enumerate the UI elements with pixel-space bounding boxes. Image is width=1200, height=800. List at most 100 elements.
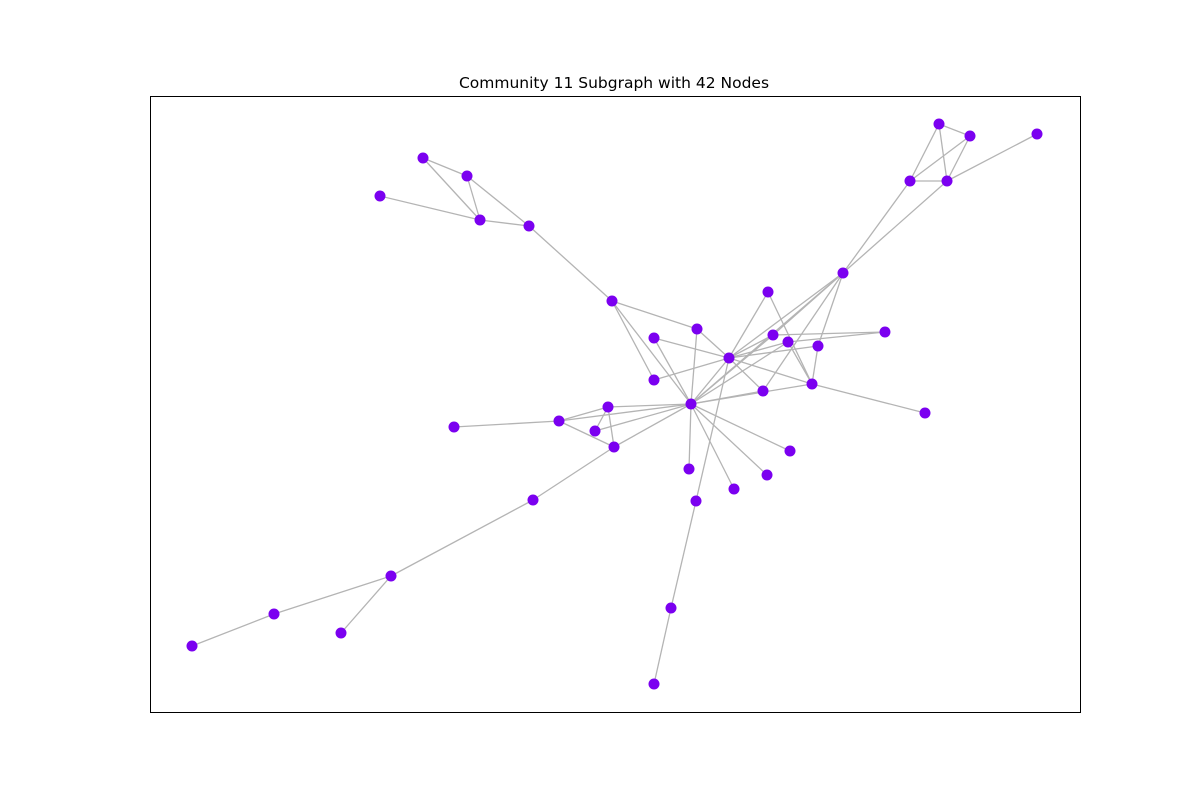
graph-edge [909,135,971,182]
graph-node [268,608,280,620]
graph-edge [946,133,1038,182]
graph-node [474,214,486,226]
graph-edge [728,334,774,359]
graph-edge [762,272,844,392]
graph-edge [528,225,613,302]
graph-edge [466,175,481,221]
graph-node [685,398,697,410]
graph-edge [811,345,819,385]
graph-node [527,494,539,506]
graph-edge [938,123,971,137]
graph-node [606,295,618,307]
graph-edge [532,446,615,501]
graph-edge [938,123,948,182]
graph-node [648,374,660,386]
graph-edge [422,157,481,221]
graph-node [919,407,931,419]
graph-node [553,415,565,427]
graph-edge [379,195,481,221]
graph-edge [728,357,813,385]
graph-node [941,175,953,187]
graph-edge [946,135,971,182]
graph-node [385,570,397,582]
plot-frame [150,96,1081,713]
graph-edge [273,575,392,615]
graph-edge [811,383,926,414]
graph-node [933,118,945,130]
graph-edge [670,500,697,609]
graph-node [806,378,818,390]
graph-node [879,326,891,338]
graph-edge [466,175,530,227]
graph-edge [690,328,698,405]
graph-edge [690,403,791,452]
graph-edge [653,357,730,381]
graph-node [665,602,677,614]
graph-title: Community 11 Subgraph with 42 Nodes [459,74,769,92]
graph-edge [607,406,615,448]
graph-node [335,627,347,639]
node-layer [186,118,1043,690]
graph-edge [690,383,813,405]
graph-node [964,130,976,142]
graph-node [782,336,794,348]
graph-edge [422,157,468,177]
graph-node [683,463,695,475]
graph-edge [653,337,692,405]
graph-edge [611,300,692,405]
graph-edge [728,345,819,359]
graph-edge [607,403,692,408]
graph-node [186,640,198,652]
graph-node [602,401,614,413]
graph-edge [772,272,844,336]
graph-edge [728,272,844,359]
graph-edge [558,403,692,422]
graph-edge [690,334,774,405]
graph-node [374,190,386,202]
graph-edge [558,420,615,448]
graph-edge [696,328,730,359]
graph-node [648,678,660,690]
graph-edge [611,300,698,330]
graph-edge [191,613,275,647]
graph-edge [613,403,692,448]
graph-edge [688,403,692,470]
graph-edge [690,403,768,476]
graph-edge [558,406,609,422]
graph-edge [653,337,730,359]
graph-node [784,445,796,457]
graph-node [461,170,473,182]
graph-edge [690,357,730,405]
graph-edge [479,219,530,227]
graph-edge [842,180,911,274]
graph-edge [842,180,948,274]
graph-node [728,483,740,495]
graph-edge [390,499,534,577]
graph-edge [340,575,392,634]
graph-node [417,152,429,164]
graph-edge [787,331,886,343]
graph-edge [611,300,655,381]
graph-node [648,332,660,344]
graph-node [589,425,601,437]
graph-node [837,267,849,279]
graph-edge [909,123,940,182]
graph-node [691,323,703,335]
graph-edge [728,341,789,359]
graph-node [904,175,916,187]
graph-edge [653,607,672,685]
graph-node [1031,128,1043,140]
graph-edge [695,357,730,502]
graph-node [448,421,460,433]
graph-node [762,286,774,298]
graph-edge [728,357,764,392]
edge-layer [191,123,1038,685]
graph-edge [690,403,735,490]
graph-node [723,352,735,364]
graph-node [608,441,620,453]
graph-edge [453,420,560,428]
graph-edge [772,331,886,336]
graph-edge [728,291,769,359]
